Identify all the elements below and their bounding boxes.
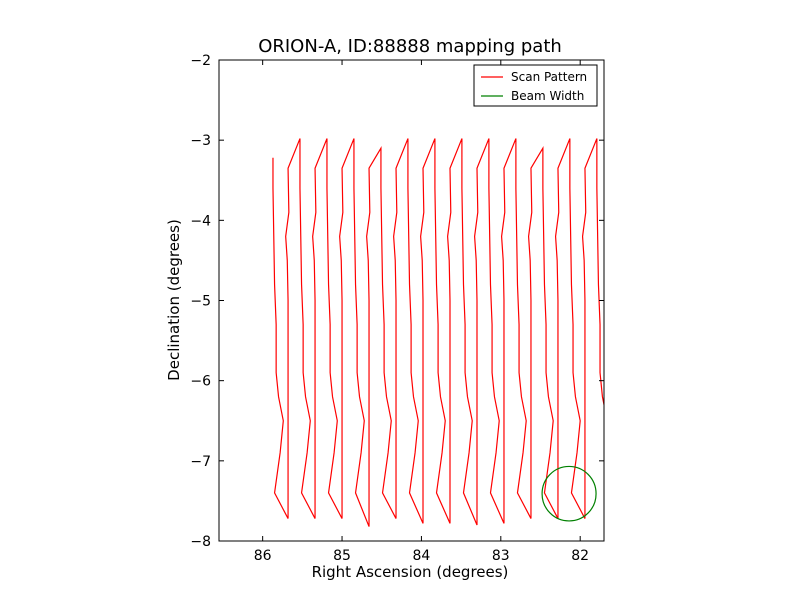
x-tick-label: 85 bbox=[333, 548, 351, 564]
y-tick-label: −3 bbox=[190, 133, 211, 149]
x-axis-label: Right Ascension (degrees) bbox=[312, 563, 509, 581]
y-tick-label: −8 bbox=[190, 534, 211, 550]
y-axis: −2 −3 −4 −5 −6 −7 −8 bbox=[190, 53, 604, 550]
x-tick-label: 84 bbox=[413, 548, 431, 564]
x-tick-label: 86 bbox=[254, 548, 272, 564]
legend-label-beam-width: Beam Width bbox=[511, 89, 584, 103]
chart-title: ORION-A, ID:88888 mapping path bbox=[258, 36, 562, 57]
x-axis: 86 85 84 83 82 bbox=[254, 60, 589, 564]
y-tick-label: −5 bbox=[190, 294, 211, 310]
scan-pattern-line bbox=[272, 138, 604, 527]
legend-box bbox=[473, 64, 598, 107]
y-tick-label: −4 bbox=[190, 213, 211, 229]
legend-label-scan-pattern: Scan Pattern bbox=[511, 70, 587, 84]
y-tick-label: −7 bbox=[190, 454, 211, 470]
y-axis-label: Declination (degrees) bbox=[165, 219, 183, 381]
legend: Scan Pattern Beam Width bbox=[473, 64, 598, 107]
x-tick-label: 83 bbox=[492, 548, 510, 564]
beam-width-circle bbox=[541, 465, 597, 522]
plot-frame bbox=[218, 59, 605, 542]
y-tick-label: −2 bbox=[190, 53, 211, 69]
y-tick-label: −6 bbox=[190, 374, 211, 390]
plot-area bbox=[272, 138, 604, 527]
x-tick-label: 82 bbox=[571, 548, 589, 564]
